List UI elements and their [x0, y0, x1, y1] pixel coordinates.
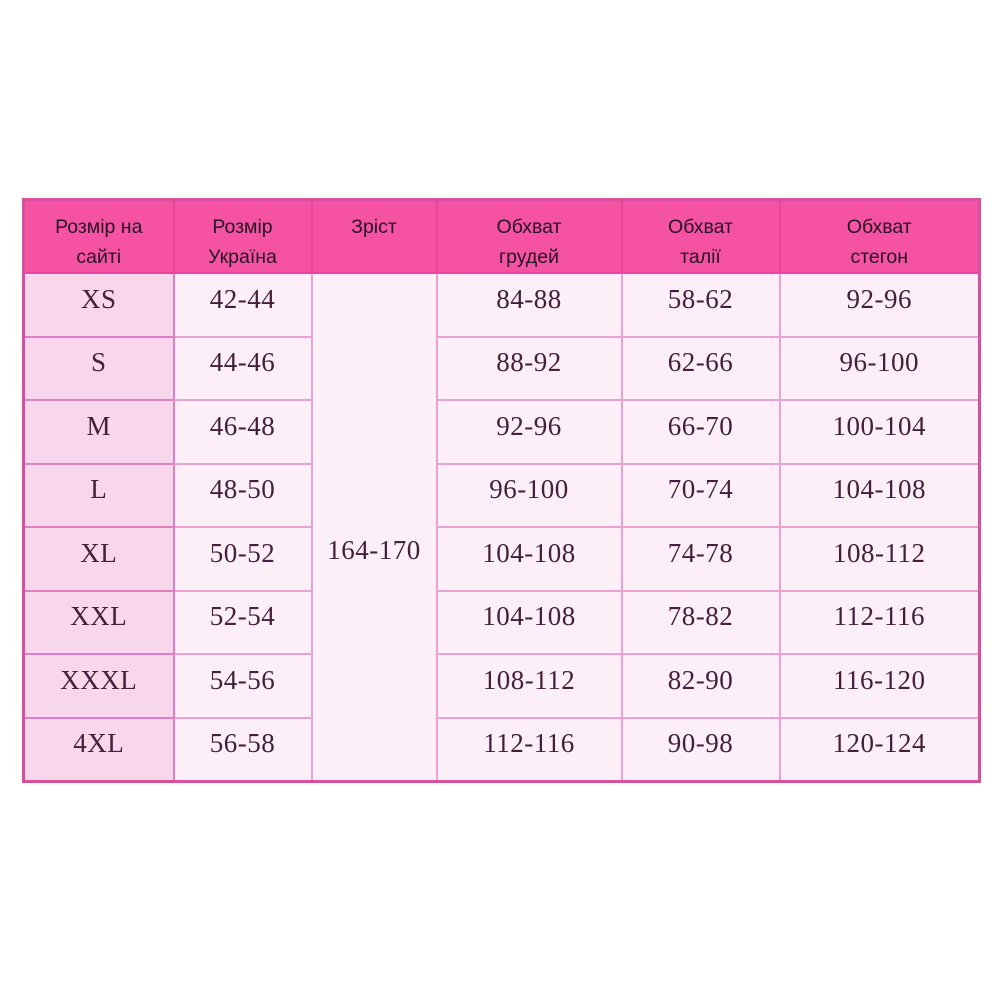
cell-site-size: XXL: [22, 589, 175, 656]
table-header: Розмір на сайті Розмір Україна Зріст Обх…: [22, 198, 981, 275]
table-row-m: M 46-48 92-96 66-70 100-104: [22, 399, 981, 465]
cell-waist: 58-62: [620, 272, 781, 338]
cell-hips: 108-112: [778, 526, 981, 592]
cell-waist: 70-74: [620, 462, 781, 529]
cell-waist: 90-98: [620, 716, 781, 783]
cell-chest: 108-112: [435, 653, 623, 719]
cell-hips: 100-104: [778, 399, 981, 465]
table-body: XS 42-44 164-170 84-88 58-62 92-96 S 44-…: [22, 272, 981, 783]
cell-chest: 104-108: [435, 589, 623, 656]
header-site-size: Розмір на сайті: [22, 198, 175, 275]
cell-ua-size: 46-48: [172, 399, 313, 465]
cell-chest: 104-108: [435, 526, 623, 592]
header-chest-label: Обхват грудей: [496, 216, 562, 269]
table-row-xxl: XXL 52-54 104-108 78-82 112-116: [22, 589, 981, 656]
header-height-label: Зріст: [351, 216, 397, 238]
cell-ua-size: 52-54: [172, 589, 313, 656]
header-ua-size-label: Розмір Україна: [208, 216, 277, 269]
header-waist-label: Обхват талії: [668, 216, 733, 269]
cell-waist: 62-66: [620, 335, 781, 402]
table-row-l: L 48-50 96-100 70-74 104-108: [22, 462, 981, 529]
cell-chest: 92-96: [435, 399, 623, 465]
cell-chest: 84-88: [435, 272, 623, 338]
cell-ua-size: 44-46: [172, 335, 313, 402]
header-hips-label: Обхват стегон: [846, 216, 912, 269]
cell-chest: 88-92: [435, 335, 623, 402]
cell-chest: 96-100: [435, 462, 623, 529]
cell-site-size: M: [22, 399, 175, 465]
header-height: Зріст: [310, 198, 438, 275]
cell-site-size: XXXL: [22, 653, 175, 719]
cell-waist: 66-70: [620, 399, 781, 465]
cell-hips: 104-108: [778, 462, 981, 529]
cell-waist: 78-82: [620, 589, 781, 656]
cell-height-range: 164-170: [310, 272, 438, 783]
header-chest: Обхват грудей: [435, 198, 623, 275]
header-row: Розмір на сайті Розмір Україна Зріст Обх…: [22, 198, 981, 275]
cell-site-size: XS: [22, 272, 175, 338]
header-ua-size: Розмір Україна: [172, 198, 313, 275]
size-chart-table: Розмір на сайті Розмір Україна Зріст Обх…: [22, 198, 981, 783]
cell-site-size: 4XL: [22, 716, 175, 783]
table-row-4xl: 4XL 56-58 112-116 90-98 120-124: [22, 716, 981, 783]
cell-site-size: L: [22, 462, 175, 529]
cell-waist: 74-78: [620, 526, 781, 592]
cell-hips: 112-116: [778, 589, 981, 656]
cell-site-size: XL: [22, 526, 175, 592]
cell-chest: 112-116: [435, 716, 623, 783]
cell-hips: 116-120: [778, 653, 981, 719]
cell-hips: 96-100: [778, 335, 981, 402]
cell-ua-size: 54-56: [172, 653, 313, 719]
cell-ua-size: 56-58: [172, 716, 313, 783]
header-waist: Обхват талії: [620, 198, 781, 275]
cell-ua-size: 50-52: [172, 526, 313, 592]
table-row-xs: XS 42-44 164-170 84-88 58-62 92-96: [22, 272, 981, 783]
cell-ua-size: 48-50: [172, 462, 313, 529]
cell-site-size: S: [22, 335, 175, 402]
cell-waist: 82-90: [620, 653, 781, 719]
cell-hips: 92-96: [778, 272, 981, 338]
cell-ua-size: 42-44: [172, 272, 313, 338]
header-site-size-label: Розмір на сайті: [55, 216, 143, 269]
cell-hips: 120-124: [778, 716, 981, 783]
table-row-xxxl: XXXL 54-56 108-112 82-90 116-120: [22, 653, 981, 719]
table-row-s: S 44-46 88-92 62-66 96-100: [22, 335, 981, 402]
table-row-xl: XL 50-52 104-108 74-78 108-112: [22, 526, 981, 592]
header-hips: Обхват стегон: [778, 198, 981, 275]
